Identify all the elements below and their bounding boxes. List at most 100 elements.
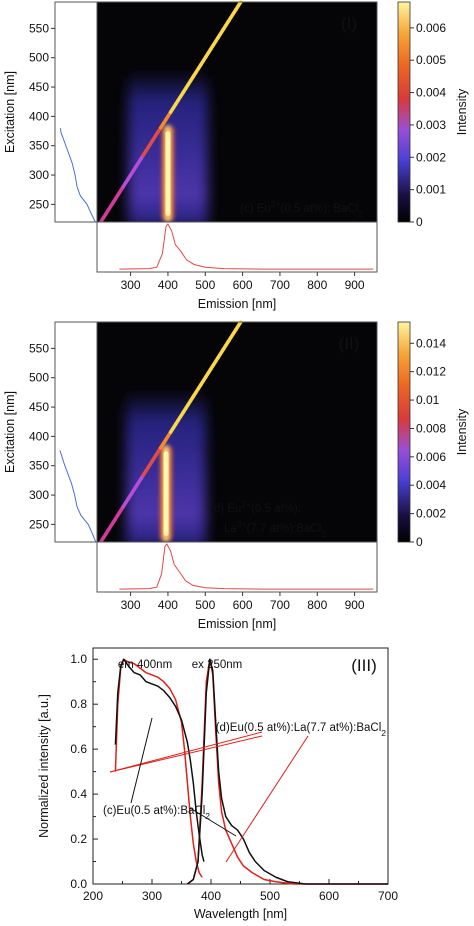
emission-band-core <box>163 451 169 536</box>
colorbar <box>397 1 411 223</box>
leader-d-3 <box>225 735 309 863</box>
x-tick-label: 700 <box>378 889 398 903</box>
series-label-d: (d)Eu(0.5 at%):La(7.7 at%):BaCl2 <box>216 722 387 738</box>
excitation-profile-line <box>59 128 96 223</box>
x-tick-label: 400 <box>201 889 221 903</box>
x-tick-label: 900 <box>345 598 365 612</box>
y-tick-label: 0.2 <box>70 832 87 846</box>
diagonal-segment <box>236 0 243 8</box>
series-label-c: (c)Eu(0.5 at%):BaCl2 <box>103 805 210 821</box>
y-axis-label: Normalized intensity [a.u.] <box>37 694 51 838</box>
colorbar-tick-label: 0.006 <box>416 21 446 35</box>
colorbar <box>397 321 411 543</box>
colorbar-tick-label: 0.01 <box>416 393 440 407</box>
x-tick-label: 600 <box>233 278 253 292</box>
series-c-emission-line <box>186 658 388 885</box>
y-tick-label: 400 <box>29 109 49 123</box>
x-tick-label: 400 <box>158 598 178 612</box>
annotation-em-400nm: em 400nm <box>118 659 172 671</box>
scatter-diagonal <box>98 320 243 544</box>
panel-label: (II) <box>339 334 360 353</box>
y-tick-label: 0.0 <box>70 877 87 891</box>
colorbar-label: Intensity <box>455 88 469 135</box>
sample-label: (d) Eu2+(0.5 at%): <box>210 499 301 515</box>
scatter-diagonal <box>98 0 243 224</box>
panel-label: (I) <box>341 14 357 33</box>
y-tick-label: 0.8 <box>70 697 87 711</box>
panel-I: (I) (c) Eu2+(0.5 at%): BaCl2 250 300 350 400 4… <box>3 0 469 311</box>
plot-frame <box>92 647 389 885</box>
x-tick-label: 800 <box>307 278 327 292</box>
excitation-profile-box <box>54 321 98 543</box>
x-tick-label: 300 <box>121 598 141 612</box>
y-tick-label: 450 <box>29 80 49 94</box>
y-tick-label: 300 <box>29 488 49 502</box>
series-c-leaders <box>130 717 237 837</box>
y-tick-label: 450 <box>29 400 49 414</box>
y-tick-label: 400 <box>29 429 49 443</box>
y-tick-label: 350 <box>29 459 49 473</box>
y-tick-label: 500 <box>29 371 49 385</box>
emission-profile-line <box>119 223 374 270</box>
x-tick-label: 500 <box>260 889 280 903</box>
y-axis-label: Excitation [nm] <box>3 391 17 473</box>
emission-profile-box <box>96 221 378 273</box>
sample-label: (c) Eu2+(0.5 at%): BaCl2 <box>240 199 363 219</box>
x-axis-label: Emission [nm] <box>198 617 277 631</box>
x-tick-label: 600 <box>319 889 339 903</box>
colorbar-tick-label: 0.004 <box>416 478 446 492</box>
y-tick-label: 550 <box>29 21 49 35</box>
x-tick-label: 800 <box>307 598 327 612</box>
emission-profile-line <box>119 543 374 590</box>
emission-profile-box <box>96 541 378 593</box>
diagonal-segment <box>236 320 243 328</box>
y-tick-label: 500 <box>29 51 49 65</box>
series-d-leaders <box>109 731 309 863</box>
colorbar-label: Intensity <box>455 408 469 455</box>
panel-III: 200 300 400 500 600 700 0.0 0.2 0.4 0.6 0.8 1.0 Wave… <box>37 647 398 921</box>
excitation-profile-line <box>59 450 97 543</box>
panel-label: (III) <box>351 656 377 675</box>
emission-band-core <box>165 131 171 216</box>
leader-d-2 <box>109 735 263 773</box>
y-tick-label: 1.0 <box>70 652 87 666</box>
colorbar-tick-label: 0.002 <box>416 507 446 521</box>
x-tick-label: 700 <box>270 278 290 292</box>
panel-II: (II) (d) Eu2+(0.5 at%): La3+(7.7 at%):BaCl… <box>3 320 469 631</box>
x-tick-label: 400 <box>158 278 178 292</box>
colorbar-tick-label: 0.008 <box>416 421 446 435</box>
x-tick-label: 500 <box>195 598 215 612</box>
colorbar-tick-label: 0.006 <box>416 450 446 464</box>
x-axis-label: Wavelength [nm] <box>194 907 287 921</box>
annotation-ex-250nm: ex 250nm <box>192 659 243 671</box>
colorbar-tick-label: 0.002 <box>416 150 446 164</box>
x-tick-label: 300 <box>142 889 162 903</box>
x-tick-label: 500 <box>195 278 215 292</box>
y-tick-label: 250 <box>29 517 49 531</box>
y-tick-label: 250 <box>29 197 49 211</box>
x-tick-label: 900 <box>345 278 365 292</box>
colorbar-tick-label: 0.004 <box>416 86 446 100</box>
x-axis-label: Emission [nm] <box>198 297 277 311</box>
y-tick-label: 0.4 <box>70 787 87 801</box>
colorbar-tick-label: 0 <box>416 535 423 549</box>
y-tick-label: 0.6 <box>70 742 87 756</box>
y-tick-label: 300 <box>29 168 49 182</box>
x-tick-label: 600 <box>233 598 253 612</box>
colorbar-tick-label: 0 <box>416 215 423 229</box>
colorbar-tick-label: 0.003 <box>416 118 446 132</box>
y-tick-label: 550 <box>29 341 49 355</box>
excitation-profile-box <box>54 1 98 223</box>
y-axis-label: Excitation [nm] <box>3 71 17 153</box>
x-tick-label: 300 <box>121 278 141 292</box>
colorbar-tick-label: 0.012 <box>416 365 446 379</box>
series-c-excitation-line <box>114 658 205 862</box>
colorbar-tick-label: 0.005 <box>416 53 446 67</box>
sample-label-line2: La3+(7.7 at%):BaCl2 <box>224 519 326 539</box>
colorbar-tick-label: 0.014 <box>416 336 446 350</box>
leader-c-2 <box>189 807 237 837</box>
y-tick-label: 350 <box>29 139 49 153</box>
leader-c-1 <box>130 717 153 804</box>
leader-d-1 <box>109 731 263 773</box>
x-tick-label: 200 <box>83 889 103 903</box>
